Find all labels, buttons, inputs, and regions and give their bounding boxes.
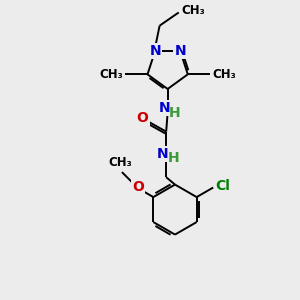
Text: CH₃: CH₃ [109, 156, 132, 169]
Text: H: H [168, 151, 179, 165]
Text: N: N [174, 44, 186, 58]
Text: O: O [137, 111, 148, 125]
Text: CH₃: CH₃ [182, 4, 206, 17]
Text: N: N [158, 101, 170, 115]
Text: CH₃: CH₃ [99, 68, 123, 81]
Text: Cl: Cl [216, 179, 230, 193]
Text: CH₃: CH₃ [212, 68, 236, 81]
Text: N: N [149, 44, 161, 58]
Text: H: H [169, 106, 181, 119]
Text: O: O [132, 180, 144, 194]
Text: N: N [157, 147, 169, 161]
